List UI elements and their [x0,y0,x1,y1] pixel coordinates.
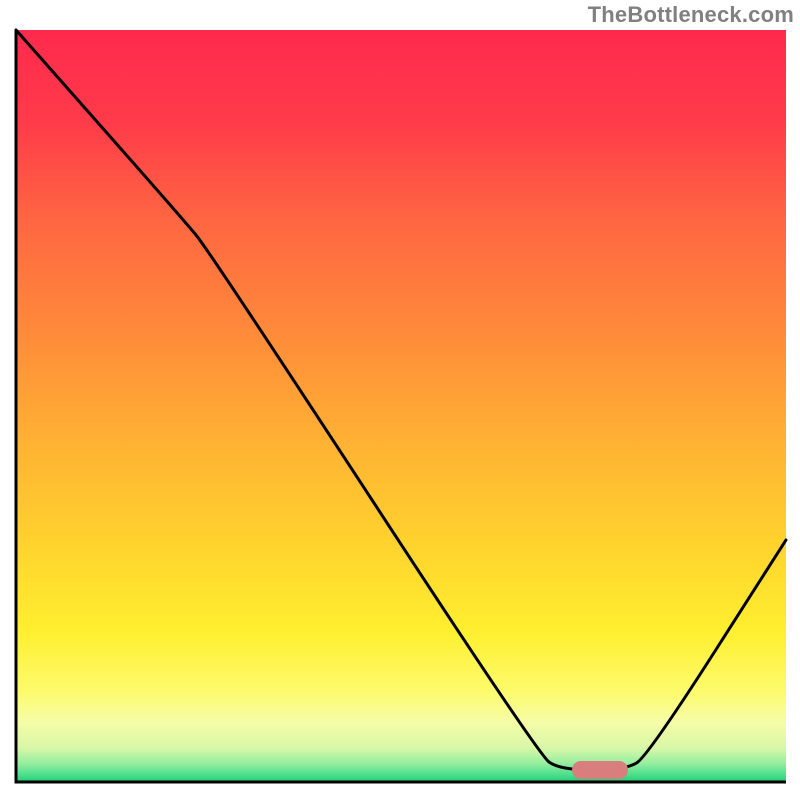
gradient-background [16,30,786,782]
optimum-marker [572,761,628,779]
watermark-label: TheBottleneck.com [588,2,794,28]
chart-svg [0,0,800,800]
chart-container: TheBottleneck.com [0,0,800,800]
